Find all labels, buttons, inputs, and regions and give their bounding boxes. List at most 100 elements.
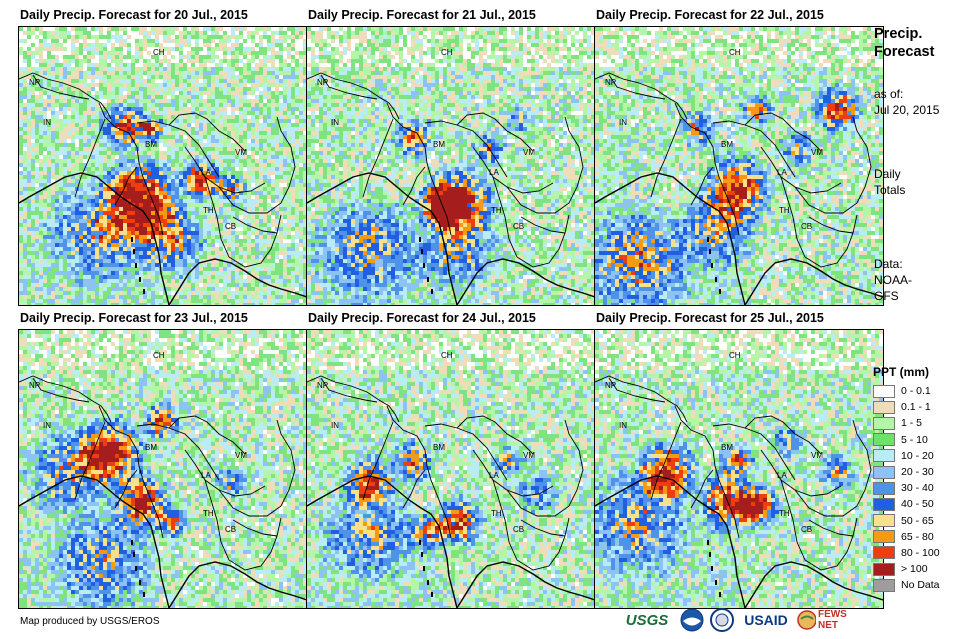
country-label: CB bbox=[225, 525, 236, 534]
legend-swatch bbox=[873, 481, 895, 495]
legend-swatch bbox=[873, 465, 895, 479]
country-label: TH bbox=[779, 509, 790, 518]
legend-label: > 100 bbox=[901, 563, 928, 575]
side-title: Precip. Forecast bbox=[874, 25, 934, 61]
country-label: VM bbox=[235, 451, 247, 460]
legend-item: 80 - 100 bbox=[873, 545, 965, 561]
forecast-panel-22-jul: Daily Precip. Forecast for 22 Jul., 2015… bbox=[594, 8, 884, 308]
precip-map-svg: CH NP IN BM LA VM TH CB bbox=[19, 330, 307, 608]
usaid-seal-icon bbox=[710, 608, 734, 632]
precip-map: CH NP IN BM LA VM TH CB bbox=[18, 26, 308, 306]
precip-map-svg: CH NP IN BM LA VM TH CB bbox=[307, 330, 595, 608]
as-of-label: as of: bbox=[874, 86, 939, 102]
country-label: LA bbox=[777, 471, 787, 480]
legend-label: 30 - 40 bbox=[901, 482, 934, 494]
country-label: CH bbox=[729, 351, 741, 360]
country-label: BM bbox=[433, 443, 445, 452]
country-label: BM bbox=[145, 443, 157, 452]
country-label: CH bbox=[153, 351, 165, 360]
country-label: NP bbox=[317, 381, 328, 390]
country-label: VM bbox=[811, 148, 823, 157]
daily-totals-note: Daily Totals bbox=[874, 166, 905, 198]
legend-rows: 0 - 0.1 0.1 - 1 1 - 5 5 - 10 10 - 20 20 - 30 3… bbox=[873, 383, 965, 593]
country-label: CB bbox=[225, 222, 236, 231]
legend-item: 10 - 20 bbox=[873, 448, 965, 464]
precip-map-svg: CH NP IN BM LA VM TH CB bbox=[595, 330, 883, 608]
side-title-line1: Precip. bbox=[874, 25, 934, 43]
country-label: LA bbox=[201, 471, 211, 480]
legend-title: PPT (mm) bbox=[873, 365, 965, 379]
side-title-line2: Forecast bbox=[874, 43, 934, 61]
usaid-logo: USAID bbox=[737, 605, 795, 635]
legend-item: 40 - 50 bbox=[873, 496, 965, 512]
as-of-date: as of: Jul 20, 2015 bbox=[874, 86, 939, 118]
country-label: NP bbox=[29, 78, 40, 87]
fewsnet-logo-text: FEWS NET bbox=[818, 609, 867, 631]
country-label: VM bbox=[523, 148, 535, 157]
legend-item: 1 - 5 bbox=[873, 415, 965, 431]
data-source-line3: GFS bbox=[874, 288, 912, 304]
legend-item: > 100 bbox=[873, 561, 965, 577]
legend-swatch bbox=[873, 384, 895, 398]
data-source-line2: NOAA- bbox=[874, 272, 912, 288]
legend-item: 65 - 80 bbox=[873, 529, 965, 545]
country-label: CH bbox=[153, 48, 165, 57]
fewsnet-logo: FEWS NET bbox=[797, 605, 867, 635]
legend-item: No Data bbox=[873, 577, 965, 593]
country-label: TH bbox=[203, 206, 214, 215]
forecast-panel-23-jul: Daily Precip. Forecast for 23 Jul., 2015… bbox=[18, 311, 308, 611]
legend-item: 50 - 65 bbox=[873, 513, 965, 529]
forecast-panel-24-jul: Daily Precip. Forecast for 24 Jul., 2015… bbox=[306, 311, 596, 611]
agency-logos: USGS USAID FEWS NET bbox=[617, 605, 867, 635]
usgs-logo: USGS bbox=[617, 605, 677, 635]
legend-label: 20 - 30 bbox=[901, 466, 934, 478]
legend-label: 80 - 100 bbox=[901, 547, 940, 559]
as-of-value: Jul 20, 2015 bbox=[874, 102, 939, 118]
panel-title: Daily Precip. Forecast for 21 Jul., 2015 bbox=[308, 8, 536, 22]
legend-item: 20 - 30 bbox=[873, 464, 965, 480]
legend-label: 5 - 10 bbox=[901, 434, 928, 446]
legend-swatch bbox=[873, 400, 895, 414]
legend-label: 10 - 20 bbox=[901, 450, 934, 462]
legend-label: 0.1 - 1 bbox=[901, 401, 931, 413]
legend-swatch bbox=[873, 562, 895, 576]
precip-map-svg: CH NP IN BM LA VM TH CB bbox=[307, 27, 595, 305]
country-label: CB bbox=[513, 525, 524, 534]
legend-label: 50 - 65 bbox=[901, 515, 934, 527]
panel-title: Daily Precip. Forecast for 22 Jul., 2015 bbox=[596, 8, 824, 22]
legend-swatch bbox=[873, 497, 895, 511]
legend-item: 0 - 0.1 bbox=[873, 383, 965, 399]
daily-totals-line1: Daily bbox=[874, 166, 905, 182]
legend-label: No Data bbox=[901, 579, 940, 591]
legend-label: 1 - 5 bbox=[901, 417, 922, 429]
precip-map: CH NP IN BM LA VM TH CB bbox=[594, 26, 884, 306]
country-label: LA bbox=[489, 168, 499, 177]
legend-item: 30 - 40 bbox=[873, 480, 965, 496]
country-label: CH bbox=[441, 351, 453, 360]
country-label: TH bbox=[491, 509, 502, 518]
precip-map-svg: CH NP IN BM LA VM TH CB bbox=[595, 27, 883, 305]
precip-map: CH NP IN BM LA VM TH CB bbox=[18, 329, 308, 609]
country-label: TH bbox=[203, 509, 214, 518]
legend-swatch bbox=[873, 530, 895, 544]
legend-swatch bbox=[873, 514, 895, 528]
legend-swatch bbox=[873, 416, 895, 430]
country-label: NP bbox=[605, 78, 616, 87]
country-label: BM bbox=[145, 140, 157, 149]
legend-swatch bbox=[873, 546, 895, 560]
usaid-logo-text: USAID bbox=[744, 612, 788, 628]
legend-item: 5 - 10 bbox=[873, 432, 965, 448]
country-label: TH bbox=[779, 206, 790, 215]
noaa-logo bbox=[679, 605, 705, 635]
country-label: NP bbox=[29, 381, 40, 390]
data-source-line1: Data: bbox=[874, 256, 912, 272]
country-label: NP bbox=[317, 78, 328, 87]
forecast-panel-25-jul: Daily Precip. Forecast for 25 Jul., 2015… bbox=[594, 311, 884, 611]
country-label: CB bbox=[801, 525, 812, 534]
country-label: VM bbox=[235, 148, 247, 157]
country-label: LA bbox=[777, 168, 787, 177]
panel-title: Daily Precip. Forecast for 20 Jul., 2015 bbox=[20, 8, 248, 22]
precip-map: CH NP IN BM LA VM TH CB bbox=[594, 329, 884, 609]
precip-map: CH NP IN BM LA VM TH CB bbox=[306, 26, 596, 306]
country-label: TH bbox=[491, 206, 502, 215]
